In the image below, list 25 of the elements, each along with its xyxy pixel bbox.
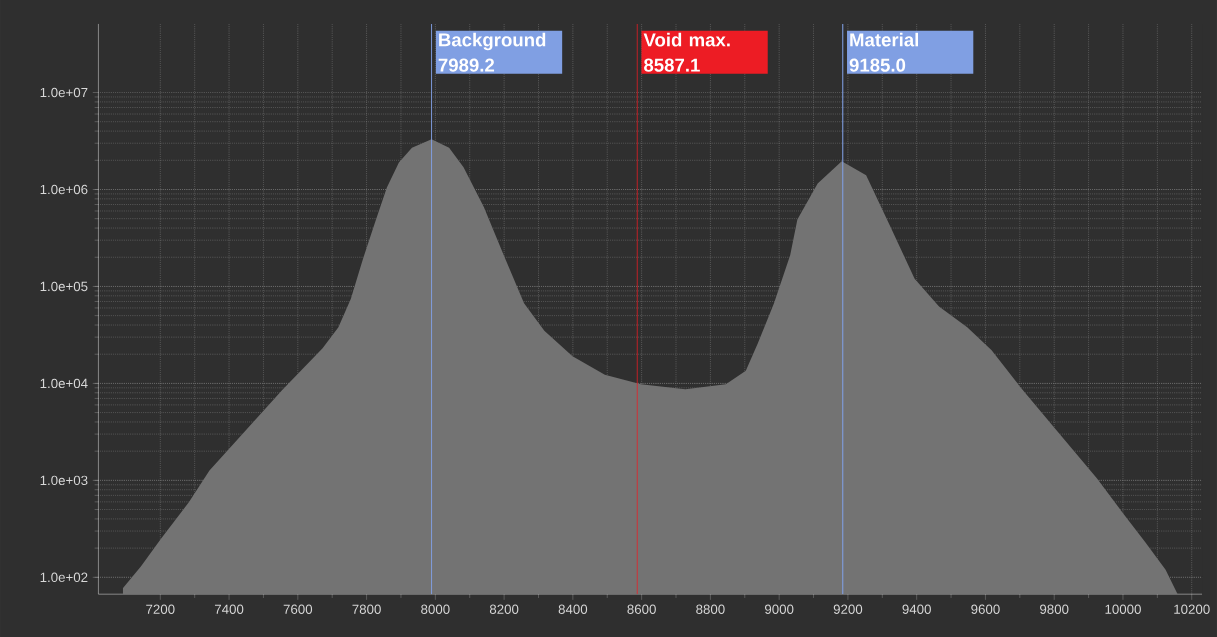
x-tick-label: 8200 (489, 604, 519, 614)
x-tick-label: 9000 (765, 604, 794, 614)
x-tick-label: 7200 (146, 604, 175, 614)
y-tick-label: 1.0e+07 (40, 87, 88, 98)
x-tick-label: 9200 (833, 604, 863, 614)
x-tick-label: 10200 (1174, 604, 1210, 614)
x-tick-label: 8000 (421, 604, 450, 614)
ref-line-label: Void max. 8587.1 (643, 32, 730, 72)
x-tick-label: 9400 (902, 604, 931, 614)
x-tick-label: 7800 (352, 604, 381, 614)
x-tick-label: 7400 (214, 604, 244, 614)
x-tick-label: 8800 (696, 604, 725, 614)
y-tick-label: 1.0e+05 (40, 281, 88, 292)
y-tick-label: 1.0e+06 (40, 184, 88, 195)
x-tick-label: 8600 (627, 604, 656, 614)
ref-line-label: Background 7989.2 (438, 32, 546, 72)
y-tick-label: 1.0e+03 (40, 475, 88, 486)
x-tick-label: 9800 (1040, 604, 1069, 614)
x-tick-label: 7600 (283, 604, 313, 614)
x-tick-label: 10000 (1105, 604, 1141, 614)
ref-line-label: Material 9185.0 (849, 32, 919, 72)
y-tick-label: 1.0e+02 (40, 572, 88, 582)
y-tick-label: 1.0e+04 (40, 378, 88, 389)
x-tick-label: 9600 (971, 604, 1000, 614)
x-tick-label: 8400 (558, 604, 588, 614)
